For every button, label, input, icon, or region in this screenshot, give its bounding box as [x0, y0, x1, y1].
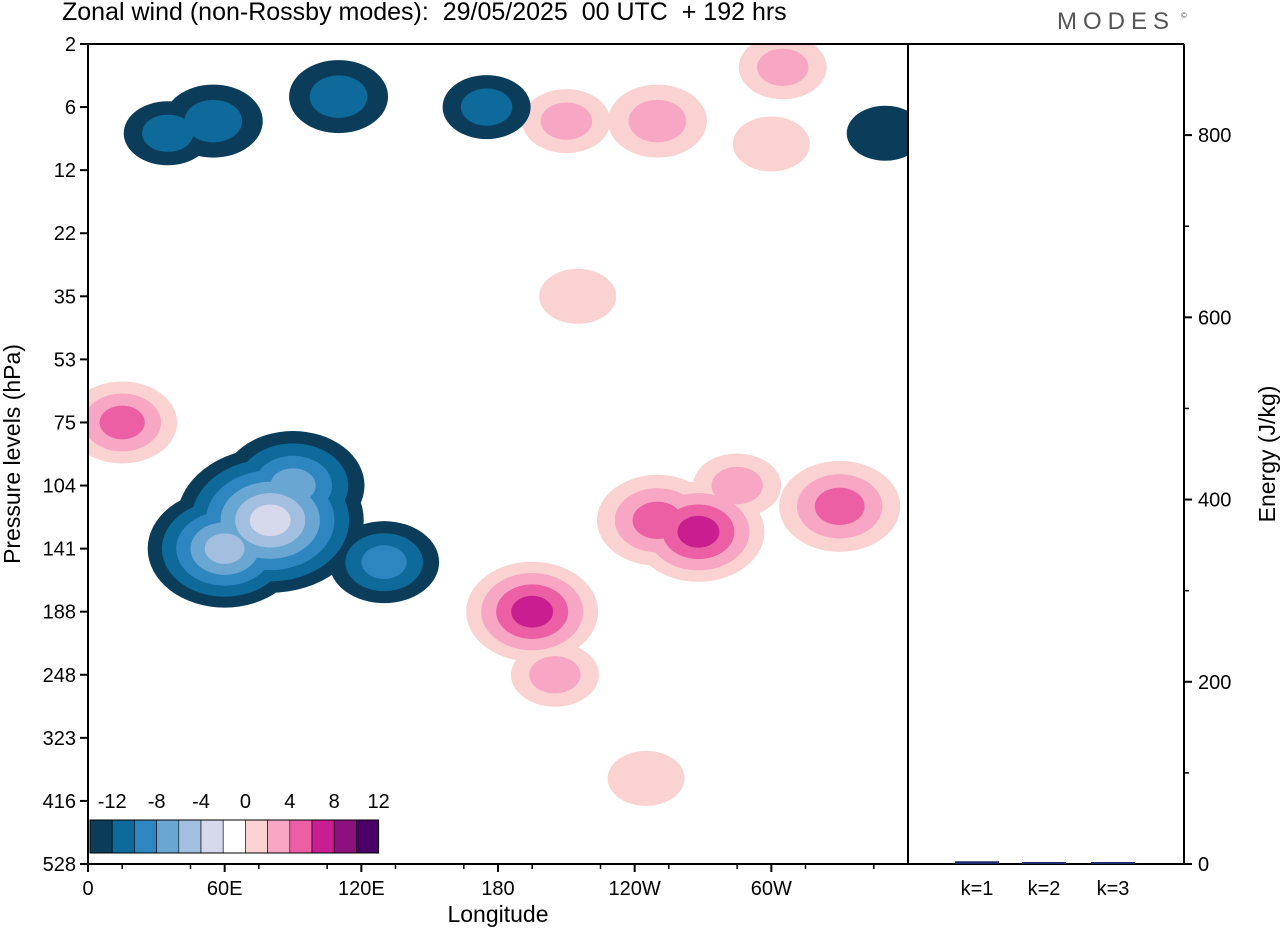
- y-tick-label: 416: [43, 791, 76, 813]
- colorbar-swatch: [200, 819, 224, 854]
- colorbar-tick-label: -4: [192, 791, 210, 813]
- contour-region: [814, 487, 865, 526]
- contour-region: [184, 99, 243, 143]
- x-tick-label: 60W: [751, 878, 792, 900]
- contour-region: [846, 105, 908, 161]
- energy-bar: [1022, 862, 1066, 864]
- contour-region: [757, 48, 809, 86]
- contour-region: [309, 75, 368, 118]
- y-tick-label: 104: [43, 476, 76, 498]
- y-tick-label: 35: [54, 286, 76, 308]
- colorbar-swatch: [333, 819, 357, 854]
- contour-region: [460, 88, 513, 126]
- y-tick-label: 75: [54, 412, 76, 434]
- colorbar-frame: [89, 819, 380, 854]
- bar-category-label: k=1: [961, 878, 994, 900]
- y-tick-label: 141: [43, 539, 76, 561]
- colorbar-swatch: [156, 819, 180, 854]
- colorbar-swatch: [111, 819, 135, 854]
- energy-tick-label: 0: [1198, 854, 1209, 876]
- colorbar-swatch: [178, 819, 202, 854]
- energy-tick-label: 800: [1198, 125, 1231, 147]
- bar-category-label: k=3: [1097, 878, 1130, 900]
- y-tick-label: 248: [43, 665, 76, 687]
- colorbar-swatch: [289, 819, 313, 854]
- colorbar-swatch: [311, 819, 335, 854]
- contour-region: [529, 656, 581, 694]
- colorbar-swatch: [356, 819, 379, 854]
- x-tick-label: 180: [481, 878, 514, 900]
- x-tick-label: 120W: [609, 878, 661, 900]
- contour-region: [249, 504, 291, 537]
- energy-bars: k=1 k=2 k=3: [955, 861, 1135, 900]
- contour-region: [361, 545, 407, 580]
- x-tick-label: 0: [82, 878, 93, 900]
- colorbar-swatch: [222, 819, 246, 854]
- colorbar-tick-label: 12: [367, 791, 389, 813]
- y-axis-label: Pressure levels (hPa): [0, 344, 25, 564]
- y-tick-label: 188: [43, 602, 76, 624]
- colorbar-swatch: [245, 819, 268, 854]
- contour-region: [628, 99, 687, 143]
- contour-region: [204, 533, 245, 564]
- y-tick-label: 22: [54, 223, 76, 245]
- energy-tick-label: 400: [1198, 490, 1231, 512]
- colorbar-tick-label: 4: [284, 791, 295, 813]
- contour-region: [270, 468, 316, 503]
- contour-region: [540, 102, 592, 140]
- colorbar-swatch: [267, 819, 291, 854]
- colorbar-tick-label: 0: [240, 791, 251, 813]
- x-tick-label: 60E: [207, 878, 243, 900]
- y-tick-label: 528: [43, 854, 76, 876]
- contour-field: [88, 44, 908, 806]
- contour-region: [99, 405, 145, 440]
- colorbar: -12 -8 -4 0 4 8 12: [87, 782, 390, 856]
- energy-axis-label: Energy (J/kg): [1254, 386, 1280, 523]
- energy-tick-label: 200: [1198, 672, 1231, 694]
- contour-region: [607, 750, 685, 806]
- y-tick-label: 12: [54, 160, 76, 182]
- x-axis-label: Longitude: [447, 901, 548, 927]
- modes-logo: MODES: [1057, 8, 1176, 35]
- y-tick-label: 53: [54, 349, 76, 371]
- chart-title: Zonal wind (non-Rossby modes): 29/05/202…: [62, 0, 787, 26]
- contour-region: [711, 466, 763, 505]
- colorbar-tick-label: -8: [148, 791, 166, 813]
- contour-region: [677, 515, 720, 548]
- y-tick-label: 2: [65, 34, 76, 56]
- x-tick-label: 120E: [338, 878, 385, 900]
- bar-category-label: k=2: [1028, 878, 1061, 900]
- colorbar-tick-label: 8: [329, 791, 340, 813]
- energy-bar: [1091, 862, 1135, 864]
- contour-region: [511, 595, 554, 628]
- energy-bar: [955, 861, 999, 864]
- logo-copyright-mark: ©: [1181, 11, 1187, 20]
- colorbar-tick-label: -12: [98, 791, 127, 813]
- contour-region: [142, 114, 194, 152]
- colorbar-swatch: [134, 819, 157, 854]
- y-tick-label: 323: [43, 728, 76, 750]
- colorbar-swatch: [89, 819, 113, 854]
- y-tick-label: 6: [65, 97, 76, 119]
- contour-region: [539, 268, 617, 324]
- contour-region: [732, 116, 810, 172]
- energy-tick-label: 600: [1198, 307, 1231, 329]
